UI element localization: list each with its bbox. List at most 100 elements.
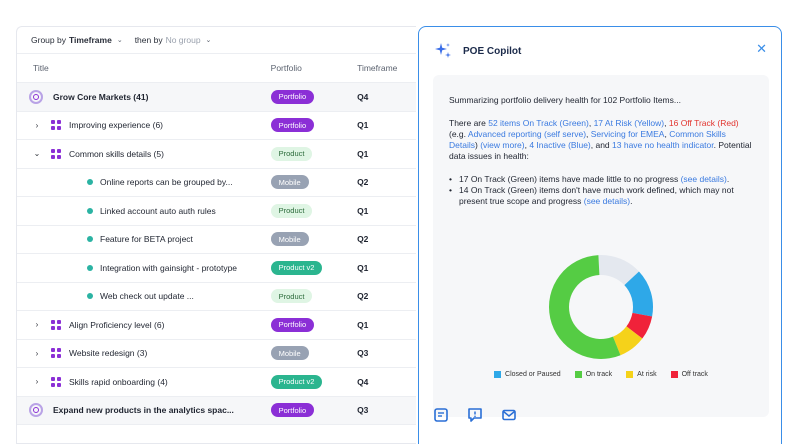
view-more-link[interactable]: (view more) (480, 140, 525, 150)
target-icon (29, 403, 43, 418)
portfolio-badge: Portfolio (270, 118, 315, 133)
legend-label: On track (585, 371, 613, 378)
cell-portfolio: Portfolio (270, 89, 357, 104)
row-title[interactable]: Common skills details (5) (69, 148, 164, 159)
example-link-skills[interactable]: Common Skills Details (449, 129, 726, 150)
then-by-dropdown[interactable]: then by No group ⌄ (135, 35, 212, 45)
table-row[interactable]: Linked account auto auth rules Product Q1 (17, 197, 416, 226)
cell-portfolio: Product (270, 289, 357, 304)
summary-text: (e.g. (449, 129, 468, 139)
example-link-reporting[interactable]: Advanced reporting (self serve) (467, 129, 587, 139)
chevron-right-icon[interactable]: › (35, 377, 39, 387)
group-by-dropdown[interactable]: Group by Timeframe ⌄ (31, 35, 123, 45)
cell-portfolio: Mobile (270, 346, 357, 361)
row-title[interactable]: Grow Core Markets (41) (53, 91, 149, 102)
table-row[interactable]: Web check out update ... Product Q2 (17, 283, 416, 311)
cell-title: Feature for BETA project (17, 234, 271, 244)
see-details-link[interactable]: (see details) (583, 196, 631, 206)
chevron-down-icon: ⌄ (116, 37, 123, 44)
cell-portfolio: Portfolio (270, 317, 357, 332)
at-risk-link[interactable]: 17 At Risk (Yellow) (593, 118, 665, 128)
row-title[interactable]: Expand new products in the analytics spa… (53, 405, 234, 416)
table-row[interactable]: › Skills rapid onboarding (4) Product v2 Q4 (17, 368, 416, 397)
cell-title: Grow Core Markets (41) (17, 89, 271, 104)
summary-intro: Summarizing portfolio delivery health fo… (449, 95, 681, 105)
table-row[interactable]: ⌄ Common skills details (5) Product Q1 (17, 140, 416, 169)
status-dot-icon (87, 236, 93, 243)
legend-label: At risk (637, 371, 657, 378)
legend-label: Closed or Paused (505, 371, 561, 378)
header-timeframe[interactable]: Timeframe (357, 63, 398, 73)
bullet-end: . (726, 174, 730, 184)
row-title[interactable]: Improving experience (6) (69, 120, 164, 131)
mail-icon[interactable] (501, 407, 519, 425)
row-title[interactable]: Integration with gainsight - prototype (100, 262, 238, 273)
table-row[interactable]: Integration with gainsight - prototype Pr… (17, 254, 416, 283)
cell-portfolio: Product v2 (270, 374, 357, 389)
donut-slice-off-track[interactable] (626, 312, 653, 339)
row-title[interactable]: Online reports can be grouped by... (100, 177, 233, 188)
see-details-link[interactable]: (see details) (680, 174, 727, 184)
example-link-emea[interactable]: Servicing for EMEA (590, 129, 665, 139)
donut-slice-closed-or-paused[interactable] (624, 271, 653, 317)
cell-title: Linked account auto auth rules (17, 206, 271, 216)
summary-text: There are (449, 118, 489, 128)
table-row[interactable]: Feature for BETA project Mobile Q2 (17, 226, 416, 254)
off-track-link[interactable]: 16 Off Track (Red) (668, 118, 739, 128)
table-header: Title Portfolio Timeframe (17, 53, 416, 83)
grid-icon (51, 148, 61, 159)
bullet-end: . (630, 196, 633, 206)
cell-title: Expand new products in the analytics spa… (17, 403, 271, 418)
cell-timeframe: Q1 (357, 148, 369, 159)
on-track-link[interactable]: 52 items On Track (Green) (488, 118, 589, 128)
header-portfolio[interactable]: Portfolio (270, 63, 302, 73)
table-row[interactable]: Expand new products in the analytics spa… (17, 396, 416, 425)
row-title[interactable]: Linked account auto auth rules (100, 205, 216, 216)
chevron-right-icon[interactable]: › (35, 120, 39, 130)
summary-text: . Potential data issues in health: (449, 140, 752, 161)
cell-portfolio: Portfolio (270, 118, 357, 133)
feedback-icon[interactable] (467, 407, 485, 425)
row-title[interactable]: Align Proficiency level (6) (69, 319, 165, 330)
cell-title: ⌄ Common skills details (5) (17, 148, 271, 159)
portfolio-badge: Mobile (270, 232, 309, 247)
cell-portfolio: Product (270, 146, 357, 161)
grid-icon (51, 319, 61, 330)
copilot-message: Summarizing portfolio delivery health fo… (433, 75, 769, 417)
row-title[interactable]: Skills rapid onboarding (4) (69, 376, 168, 387)
portfolio-badge: Product (270, 203, 313, 218)
cell-portfolio: Product (270, 203, 357, 218)
table-row[interactable]: Online reports can be grouped by... Mobil… (17, 169, 416, 197)
donut-slice-no-health[interactable] (598, 255, 639, 286)
target-icon (29, 89, 43, 104)
donut-slice-on-track[interactable] (549, 255, 621, 359)
chevron-right-icon[interactable]: › (35, 320, 39, 330)
table-row[interactable]: › Improving experience (6) Portfolio Q1 (17, 112, 416, 140)
chevron-down-icon: ⌄ (205, 37, 212, 44)
no-health-link[interactable]: 13 have no health indicator (612, 140, 714, 150)
copilot-title: POE Copilot (463, 45, 522, 57)
chart-legend: Closed or Paused On track At risk Off track (433, 369, 769, 380)
row-title[interactable]: Feature for BETA project (100, 234, 193, 245)
table-row[interactable]: › Align Proficiency level (6) Portfolio Q1 (17, 311, 416, 340)
close-icon[interactable]: ✕ (756, 41, 767, 56)
donut-slice-at-risk[interactable] (612, 326, 643, 356)
notes-icon[interactable] (433, 407, 451, 425)
table-row[interactable]: › Website redesign (3) Mobile Q3 (17, 340, 416, 368)
inactive-link[interactable]: 4 Inactive (Blue) (529, 140, 591, 150)
chevron-down-icon[interactable]: ⌄ (33, 149, 41, 159)
legend-label: Off track (681, 371, 708, 378)
status-dot-icon (87, 179, 93, 186)
copilot-panel: POE Copilot ✕ Summarizing portfolio deli… (418, 26, 782, 444)
legend-swatch (626, 371, 634, 378)
summary-text: , (664, 118, 669, 128)
portfolio-badge: Portfolio (270, 89, 315, 104)
row-title[interactable]: Web check out update ... (100, 291, 194, 302)
header-title[interactable]: Title (33, 63, 49, 73)
row-title[interactable]: Website redesign (3) (69, 348, 148, 359)
status-dot-icon (87, 264, 93, 271)
table-row[interactable]: Grow Core Markets (41) Portfolio Q4 (17, 83, 416, 112)
chevron-right-icon[interactable]: › (35, 348, 39, 358)
table-body: Grow Core Markets (41) Portfolio Q4 › Improv… (17, 83, 416, 425)
summary-paragraph: There are 52 items On Track (Green), 17 … (449, 118, 753, 162)
